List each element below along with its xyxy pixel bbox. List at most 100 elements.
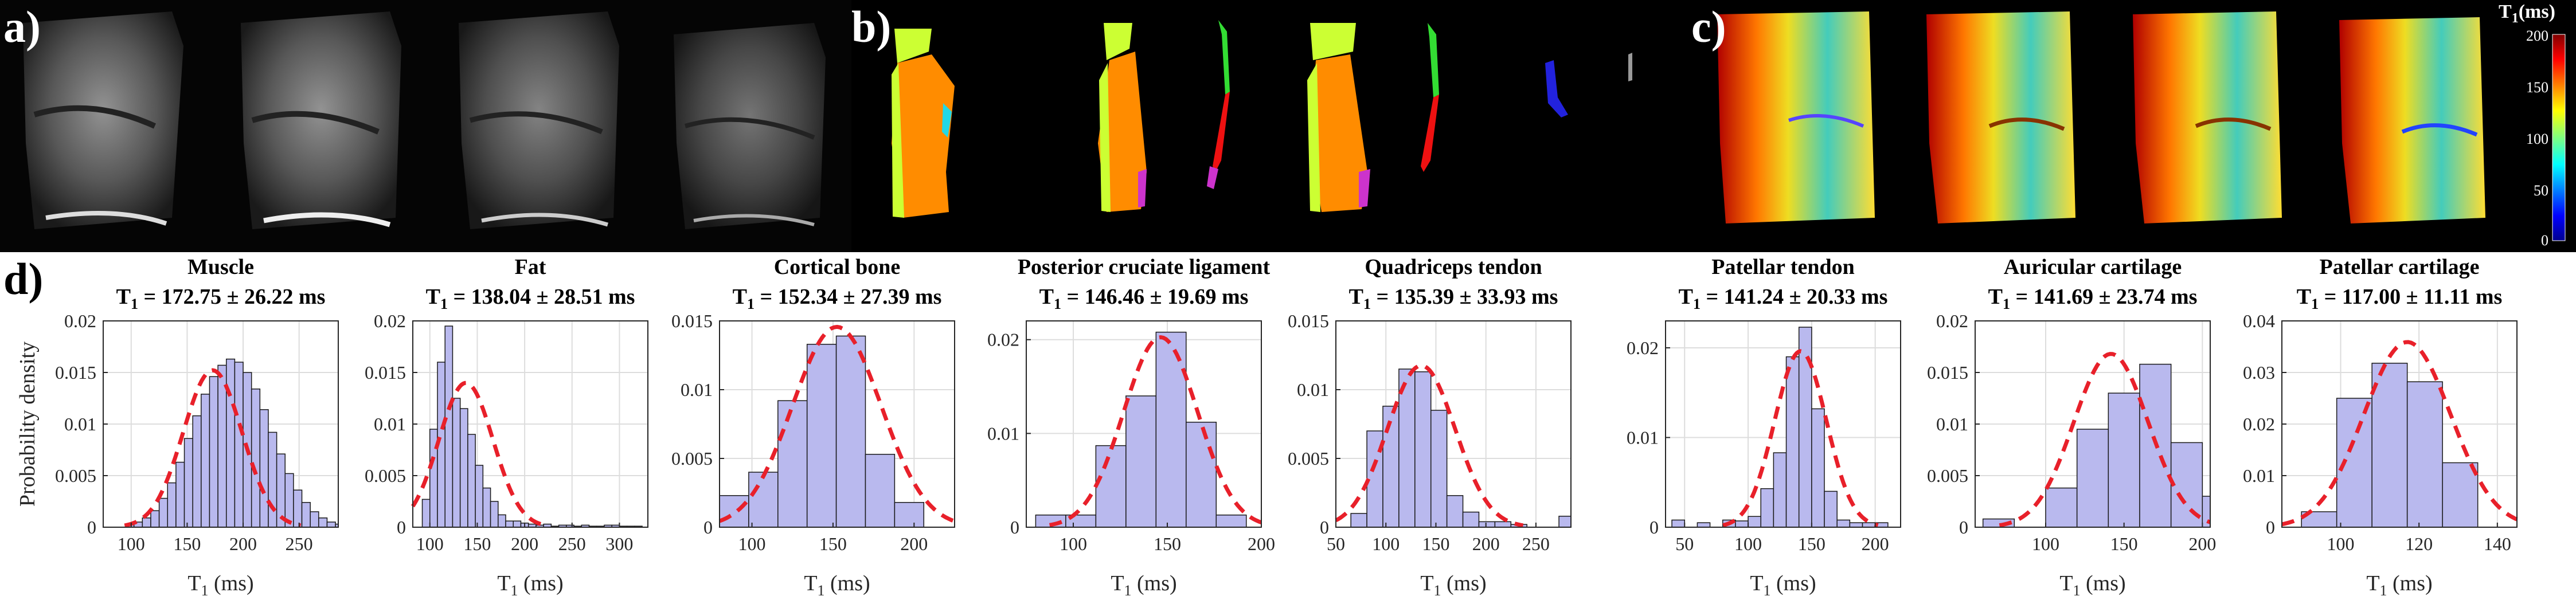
y-tick-label: 0.015: [1927, 362, 1968, 383]
histogram-bar: [748, 472, 779, 528]
x-tick-label: 300: [605, 534, 633, 554]
histogram-bar: [1785, 356, 1800, 528]
x-tick-label: 150: [1422, 534, 1449, 554]
y-tick-label: 0: [2266, 517, 2275, 538]
x-axis-label-main: T: [1420, 571, 1433, 595]
y-tick-label: 0.02: [1936, 311, 1968, 331]
histogram-bar: [2442, 462, 2479, 528]
chart-stat-prefix: T: [1349, 285, 1363, 309]
gaussian-fit-line: [1722, 349, 1879, 527]
histogram-bar: [142, 517, 151, 528]
chart-stat-sub: 1: [1363, 296, 1371, 312]
histogram-bar: [452, 398, 461, 528]
x-axis-label: T1 (ms): [2059, 571, 2125, 599]
mri-knee-image-4: [674, 23, 826, 229]
histogram-bar: [318, 517, 328, 528]
y-tick-label: 0: [1959, 517, 1968, 538]
y-tick-label: 0.005: [671, 448, 713, 469]
x-axis-label-main: T: [2366, 571, 2379, 595]
histogram-bar: [209, 376, 218, 528]
chart-stat-sub: 1: [2311, 296, 2319, 312]
x-tick-label: 150: [463, 534, 491, 554]
histogram-bar: [1215, 514, 1247, 528]
histogram-bar: [1824, 491, 1838, 528]
panel-c-t1-maps: c) T1(ms) 200 150 100 50 0: [1691, 0, 2576, 252]
histogram-bar: [865, 454, 896, 528]
x-axis-label: T1 (ms): [1750, 571, 1816, 599]
histogram-bar: [217, 364, 227, 528]
histogram-bar: [183, 438, 193, 528]
chart-title: Fat: [515, 255, 546, 279]
chart-stat-value: = 117.00 ± 11.11 ms: [2319, 285, 2502, 309]
chart-stat: T1 = 172.75 ± 26.22 ms: [116, 285, 326, 312]
chart-stat: T1 = 141.69 ± 23.74 ms: [1988, 285, 2198, 312]
histogram-bar: [1446, 495, 1464, 528]
mri-knee-image-1: [23, 11, 183, 229]
x-axis-label-sub: 1: [201, 582, 209, 599]
histogram-bar: [1849, 522, 1863, 528]
y-tick-label: 0.02: [64, 311, 96, 331]
t1-map-4: [2339, 17, 2485, 223]
histogram-bar: [268, 432, 277, 528]
histogram-bar: [467, 434, 476, 528]
t1-map-1: [1717, 11, 1875, 223]
colorbar-title-unit: (ms): [2518, 1, 2555, 22]
chart-stat-prefix: T: [733, 285, 747, 309]
y-tick-label: 0.03: [2243, 362, 2275, 383]
y-tick-label: 0: [87, 517, 96, 538]
x-axis-label: T1 (ms): [804, 571, 870, 599]
chart-stat-value: = 141.24 ± 20.33 ms: [1701, 285, 1887, 309]
x-axis-label-sub: 1: [1124, 582, 1132, 599]
chart-title: Muscle: [187, 255, 254, 279]
histogram-bar: [2076, 429, 2109, 528]
histogram-bar: [1350, 513, 1367, 528]
gaussian-fit-line: [2281, 340, 2518, 527]
chart-stat-sub: 1: [440, 296, 448, 312]
histogram-bar: [1671, 519, 1685, 528]
histogram-bar: [326, 521, 336, 528]
chart-stat: T1 = 146.46 ± 19.69 ms: [1039, 285, 1249, 312]
chart-stat-prefix: T: [1679, 285, 1693, 309]
histogram-bar: [1430, 410, 1448, 528]
x-axis-label-main: T: [497, 571, 510, 595]
chart-stat-value: = 138.04 ± 28.51 ms: [448, 285, 635, 309]
chart-stat-value: = 172.75 ± 26.22 ms: [138, 285, 325, 309]
x-tick-label: 100: [1372, 534, 1400, 554]
y-tick-label: 0: [1649, 517, 1659, 538]
y-tick-label: 0.02: [1627, 338, 1659, 358]
y-tick-label: 0: [703, 517, 713, 538]
mri-knee-image-2: [241, 11, 401, 229]
histogram-bar: [498, 514, 506, 528]
chart-stat: T1 = 138.04 ± 28.51 ms: [426, 285, 635, 312]
histogram-bar: [835, 335, 866, 528]
axes-box: [719, 320, 955, 528]
histogram-bar: [226, 358, 236, 528]
y-tick-label: 0.005: [365, 465, 406, 486]
histogram-bar: [276, 453, 286, 528]
chart-stat-sub: 1: [747, 296, 755, 312]
histogram-bar: [1095, 445, 1127, 528]
histogram-bar: [1155, 331, 1187, 528]
x-axis-label: T1 (ms): [2366, 571, 2432, 599]
x-axis-label-unit: (ms): [2081, 571, 2126, 595]
x-tick-label: 100: [738, 534, 766, 554]
chart-stat-prefix: T: [1988, 285, 2003, 309]
histogram-bar: [513, 520, 522, 528]
histogram-bar: [482, 487, 491, 528]
chart-stat-value: = 146.46 ± 19.69 ms: [1061, 285, 1248, 309]
axes-box: [1026, 320, 1262, 528]
chart-title: Quadriceps tendon: [1365, 255, 1542, 279]
x-axis-label-main: T: [1750, 571, 1763, 595]
x-axis-label: T1 (ms): [1420, 571, 1486, 599]
segmentation-mask-1: [892, 29, 955, 218]
x-tick-label: 200: [229, 534, 257, 554]
histogram-bar: [150, 510, 160, 528]
chart-stat-sub: 1: [1693, 296, 1701, 312]
histogram-bar: [310, 511, 319, 528]
x-tick-label: 250: [1522, 534, 1550, 554]
histogram-bar: [1811, 408, 1825, 528]
chart-stat: T1 = 117.00 ± 11.11 ms: [2297, 285, 2503, 312]
histogram-bar: [719, 495, 749, 528]
